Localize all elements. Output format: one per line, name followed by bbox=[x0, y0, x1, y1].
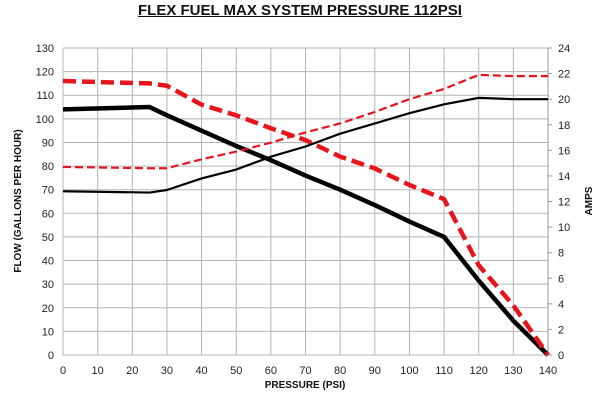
x-tick-label: 20 bbox=[126, 365, 138, 377]
y-tick-label: 130 bbox=[36, 43, 54, 55]
y-tick-label: 30 bbox=[42, 279, 54, 291]
x-tick-label: 120 bbox=[470, 365, 488, 377]
y-tick-label: 110 bbox=[36, 90, 54, 102]
y2-tick-label: 20 bbox=[558, 94, 570, 106]
x-tick-label: 0 bbox=[60, 365, 66, 377]
y-tick-label: 20 bbox=[42, 303, 54, 315]
series-lines bbox=[62, 73, 550, 357]
y-tick-label: 50 bbox=[42, 232, 54, 244]
y-tick-label: 0 bbox=[48, 350, 54, 362]
y-tick-label: 10 bbox=[42, 326, 54, 338]
x-tick-label: 80 bbox=[334, 365, 346, 377]
x-tick-label: 60 bbox=[265, 365, 277, 377]
y-tick-label: 60 bbox=[42, 208, 54, 220]
x-tick-label: 130 bbox=[504, 365, 522, 377]
tick-labels: 0 10 20 30 40 50 60 70 80 90 100 110 120 130 140010203… bbox=[36, 43, 571, 377]
y-tick-label: 80 bbox=[42, 161, 54, 173]
y2-tick-label: 6 bbox=[558, 273, 564, 285]
y2-tick-label: 0 bbox=[558, 350, 564, 362]
y2-tick-label: 24 bbox=[558, 43, 570, 55]
y-tick-label: 70 bbox=[42, 185, 54, 197]
x-tick-label: 90 bbox=[369, 365, 381, 377]
y-tick-label: 100 bbox=[36, 114, 54, 126]
series-line-amps-red bbox=[62, 73, 548, 170]
x-tick-label: 100 bbox=[400, 365, 418, 377]
x-tick-label: 30 bbox=[161, 365, 173, 377]
x-tick-label: 50 bbox=[230, 365, 242, 377]
x-tick-label: 10 bbox=[92, 365, 104, 377]
y-axis-label: FLOW (GALLONS PER HOUR) bbox=[13, 129, 24, 272]
y2-tick-label: 16 bbox=[558, 145, 570, 157]
y2-tick-label: 18 bbox=[558, 120, 570, 132]
x-tick-label: 70 bbox=[299, 365, 311, 377]
y-tick-label: 120 bbox=[36, 67, 54, 79]
x-tick-label: 40 bbox=[195, 365, 207, 377]
x-tick-label: 140 bbox=[539, 365, 557, 377]
y-tick-label: 40 bbox=[42, 256, 54, 268]
chart-title: FLEX FUEL MAX SYSTEM PRESSURE 112PSI bbox=[138, 2, 462, 19]
y2-tick-label: 12 bbox=[558, 197, 570, 209]
y2-tick-label: 10 bbox=[558, 222, 570, 234]
series-line-flow-black bbox=[62, 104, 550, 357]
y-tick-label: 90 bbox=[42, 137, 54, 149]
series-line-amps-black bbox=[62, 96, 548, 194]
x-tick-label: 110 bbox=[435, 365, 453, 377]
y2-tick-label: 8 bbox=[558, 248, 564, 260]
y2-tick-label: 14 bbox=[558, 171, 570, 183]
series-line-flow-red bbox=[62, 78, 550, 357]
y2-axis-label: AMPS bbox=[584, 186, 595, 215]
y2-tick-label: 2 bbox=[558, 324, 564, 336]
x-axis-label: PRESSURE (PSI) bbox=[265, 380, 346, 391]
y2-tick-label: 22 bbox=[558, 69, 570, 81]
grid bbox=[62, 47, 552, 356]
y2-tick-label: 4 bbox=[558, 299, 564, 311]
